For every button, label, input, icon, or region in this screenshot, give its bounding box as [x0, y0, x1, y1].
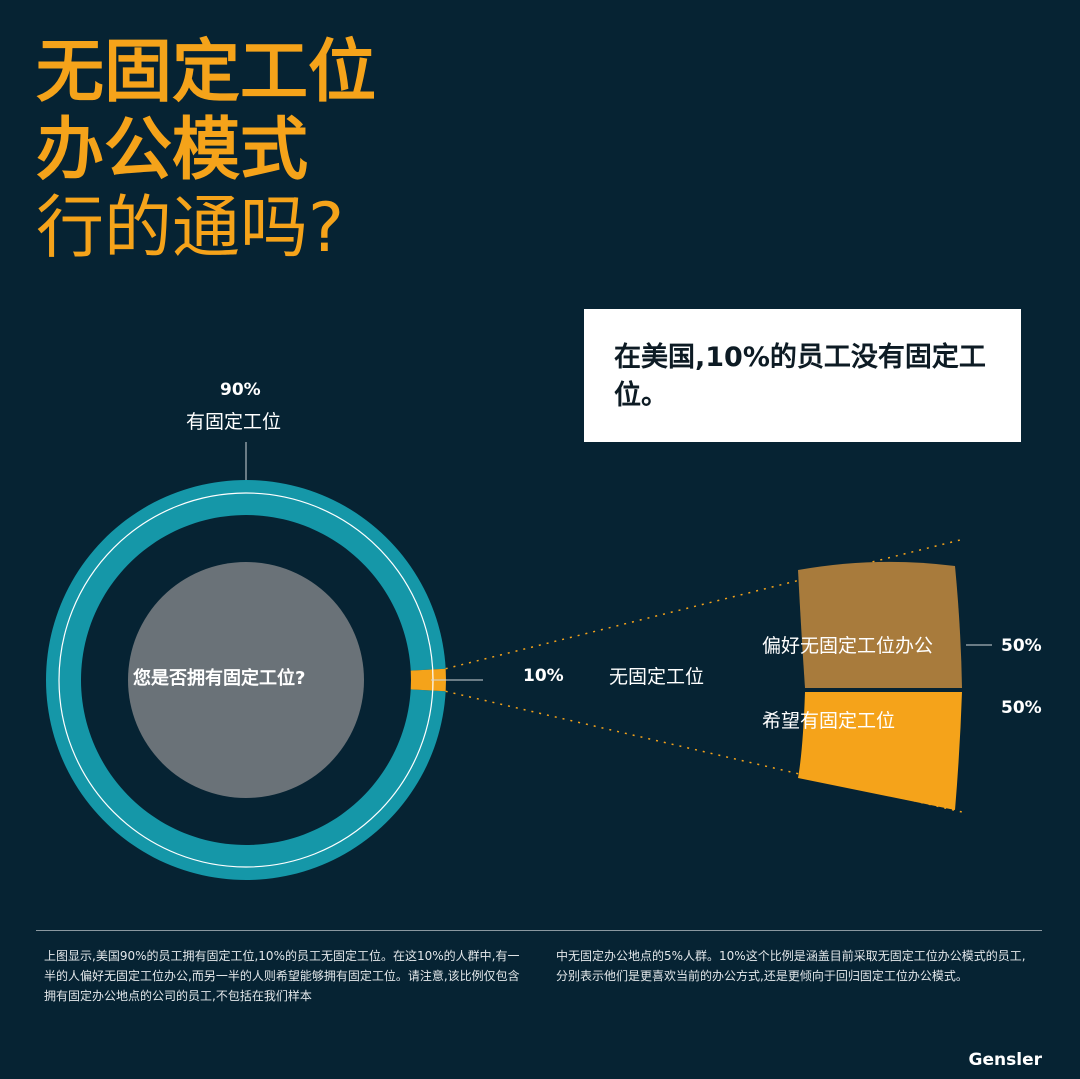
footer-divider — [36, 930, 1042, 931]
label-90-value: 90% — [220, 380, 261, 400]
title-line-2: 办公模式 — [36, 111, 309, 190]
label-10-value: 10% — [523, 666, 564, 686]
label-90-category: 有固定工位 — [186, 411, 282, 433]
segment-1-value: 50% — [1001, 636, 1042, 656]
slice-no-fixed-desk — [410, 668, 446, 692]
title-line-1: 无固定工位 — [36, 33, 377, 112]
segment-2-value: 50% — [1001, 698, 1042, 718]
center-question: 您是否拥有固定工位? — [133, 668, 306, 689]
brand-logo: Gensler — [968, 1050, 1042, 1070]
center-disk — [128, 562, 364, 798]
segment-2-label: 希望有固定工位 — [762, 710, 896, 732]
title-line-3: 行的通吗? — [36, 189, 345, 268]
footnote-column-1: 上图显示,美国90%的员工拥有固定工位,10%的员工无固定工位。在这10%的人群… — [44, 949, 520, 1003]
segment-want-fixed — [798, 692, 962, 810]
footnote-column-2: 中无固定办公地点的5%人群。10%这个比例是涵盖目前采取无固定工位办公模式的员工… — [556, 949, 1026, 983]
label-10-category: 无固定工位 — [609, 666, 705, 688]
callout-box: 在美国,10%的员工没有固定工位。 — [584, 309, 1021, 442]
segment-1-label: 偏好无固定工位办公 — [762, 635, 934, 657]
page-title: 无固定工位 办公模式 行的通吗? — [36, 34, 376, 268]
segment-prefer-no-fixed — [798, 561, 962, 688]
expansion-line-top — [445, 539, 961, 670]
